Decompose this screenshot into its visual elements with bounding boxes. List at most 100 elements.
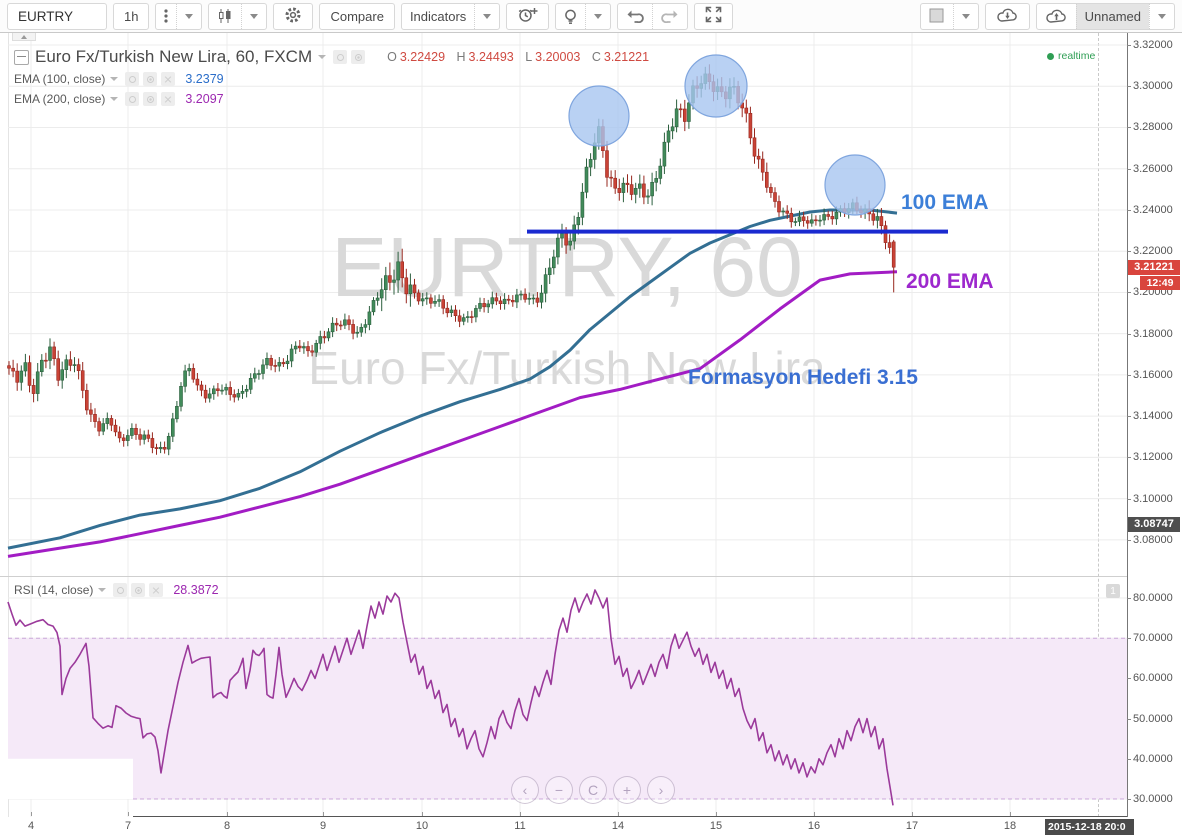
close-icon[interactable] — [161, 92, 176, 106]
zoom-out-button[interactable]: − — [545, 776, 573, 804]
low-value: 3.20003 — [535, 50, 581, 64]
price-tick-label[interactable]: 3.22000 — [1133, 245, 1173, 258]
time-tick-label[interactable]: 16 — [807, 820, 821, 832]
rsi-value: 28.3872 — [173, 583, 219, 597]
price-tick-label[interactable]: 3.18000 — [1133, 327, 1173, 340]
low-label: L — [525, 50, 533, 64]
pattern-circle-drawing — [824, 154, 886, 216]
price-tick-label[interactable]: 3.26000 — [1133, 162, 1173, 175]
background-color-button[interactable] — [919, 2, 979, 30]
chevron-down-icon[interactable] — [1149, 3, 1174, 29]
time-tick-label[interactable]: 8 — [223, 820, 231, 832]
undo-icon[interactable] — [618, 4, 652, 29]
price-tick — [1127, 292, 1131, 294]
plot-left-border — [8, 33, 9, 817]
price-tick-label[interactable]: 3.12000 — [1133, 451, 1173, 464]
chevron-down-icon[interactable] — [241, 3, 266, 29]
interval-button[interactable]: 1h — [113, 2, 150, 30]
eye-icon[interactable] — [125, 92, 140, 106]
time-tick-label[interactable]: 14 — [611, 820, 625, 832]
ema100-value: 3.2379 — [185, 72, 224, 86]
ideas-button[interactable] — [555, 2, 612, 30]
rsi-pane-index-badge[interactable]: 1 — [1106, 584, 1120, 598]
gear-icon[interactable] — [143, 72, 158, 86]
close-icon[interactable] — [161, 72, 176, 86]
eye-icon[interactable] — [333, 50, 348, 64]
rsi-tick-label[interactable]: 40.0000 — [1133, 752, 1173, 765]
collapse-pane-icon[interactable] — [14, 49, 29, 65]
symbol-input[interactable]: EURTRY — [7, 2, 107, 30]
chevron-down-icon[interactable] — [176, 3, 201, 29]
chevron-down-icon[interactable] — [110, 77, 119, 81]
chevron-down-icon[interactable] — [585, 3, 610, 29]
cloud-download-icon — [996, 7, 1019, 26]
time-tick-label[interactable]: 10 — [415, 820, 429, 832]
rsi-tick-label[interactable]: 60.0000 — [1133, 672, 1173, 685]
pane-separator[interactable] — [0, 576, 1127, 577]
gear-icon[interactable] — [351, 50, 366, 64]
ema200-label[interactable]: EMA (200, close) — [14, 92, 106, 106]
eye-icon[interactable] — [113, 583, 128, 597]
chevron-down-icon[interactable] — [952, 3, 978, 29]
chevron-up-icon — [21, 34, 27, 39]
target-annotation: Formasyon Hedefi 3.15 — [688, 366, 918, 389]
rsi-tick — [1127, 638, 1131, 640]
current-price-label: 3.21221 — [1128, 259, 1180, 275]
time-tick — [1010, 812, 1011, 816]
price-tick-label[interactable]: 3.30000 — [1133, 80, 1173, 93]
rsi-tick-label[interactable]: 80.0000 — [1133, 592, 1173, 604]
fullscreen-button[interactable] — [694, 2, 734, 30]
pattern-circle-drawing — [684, 54, 748, 118]
time-tick-label[interactable]: 17 — [905, 820, 919, 832]
show-drawing-toolbar-tab[interactable] — [12, 33, 36, 41]
gear-icon[interactable] — [143, 92, 158, 106]
time-tick-label[interactable]: 18 — [1003, 820, 1017, 832]
time-tick-label[interactable]: 4 — [27, 820, 35, 832]
chart-properties-button[interactable] — [273, 2, 314, 30]
zoom-in-button[interactable]: + — [613, 776, 641, 804]
close-icon[interactable] — [149, 583, 164, 597]
time-tick-label[interactable]: 7 — [124, 820, 132, 832]
save-layout-button[interactable]: Unnamed — [1035, 2, 1175, 30]
add-alert-button[interactable] — [506, 2, 550, 30]
rsi-tick-label[interactable]: 50.0000 — [1133, 712, 1173, 725]
indicators-button[interactable]: Indicators — [400, 2, 501, 30]
price-tick-label[interactable]: 3.16000 — [1133, 368, 1173, 381]
price-tick-label[interactable]: 3.14000 — [1133, 410, 1173, 423]
candlestick-icon — [209, 4, 241, 29]
layout-name[interactable]: Unnamed — [1075, 3, 1149, 29]
price-tick-label[interactable]: 3.28000 — [1133, 121, 1173, 134]
time-tick — [618, 812, 619, 816]
chevron-down-icon[interactable] — [110, 97, 119, 101]
time-tick-label[interactable]: 9 — [319, 820, 327, 832]
gear-icon[interactable] — [131, 583, 146, 597]
reset-view-button[interactable]: C — [579, 776, 607, 804]
rsi-tick-label[interactable]: 70.0000 — [1133, 632, 1173, 645]
ema100-label[interactable]: EMA (100, close) — [14, 72, 106, 86]
compare-button[interactable]: Compare — [319, 2, 395, 30]
symbol-text: EURTRY — [18, 8, 74, 24]
price-tick-label[interactable]: 3.32000 — [1133, 39, 1173, 51]
rsi-label[interactable]: RSI (14, close) — [14, 583, 94, 597]
ema200-annotation: 200 EMA — [906, 270, 994, 293]
chevron-down-icon[interactable] — [318, 55, 327, 59]
chart-style-button[interactable] — [208, 2, 268, 30]
chevron-down-icon[interactable] — [474, 3, 499, 29]
time-tick-label[interactable]: 11 — [514, 820, 526, 832]
rsi-tick-label[interactable]: 30.0000 — [1133, 793, 1173, 805]
eye-icon[interactable] — [125, 72, 140, 86]
time-tick — [912, 812, 913, 816]
interval-menu-button[interactable] — [155, 2, 203, 30]
ema200-line — [7, 270, 898, 558]
scroll-right-button[interactable]: › — [647, 776, 675, 804]
price-tick-label[interactable]: 3.10000 — [1133, 492, 1173, 505]
chevron-down-icon[interactable] — [98, 588, 107, 592]
scroll-left-button[interactable]: ‹ — [511, 776, 539, 804]
price-tick-label[interactable]: 3.24000 — [1133, 203, 1173, 216]
redo-icon[interactable] — [652, 3, 687, 29]
price-tick-label[interactable]: 3.08000 — [1133, 533, 1173, 546]
time-tick-label[interactable]: 15 — [709, 820, 723, 832]
chart-title[interactable]: Euro Fx/Turkish New Lira, 60, FXCM — [35, 47, 313, 66]
load-layout-button[interactable] — [984, 2, 1030, 30]
